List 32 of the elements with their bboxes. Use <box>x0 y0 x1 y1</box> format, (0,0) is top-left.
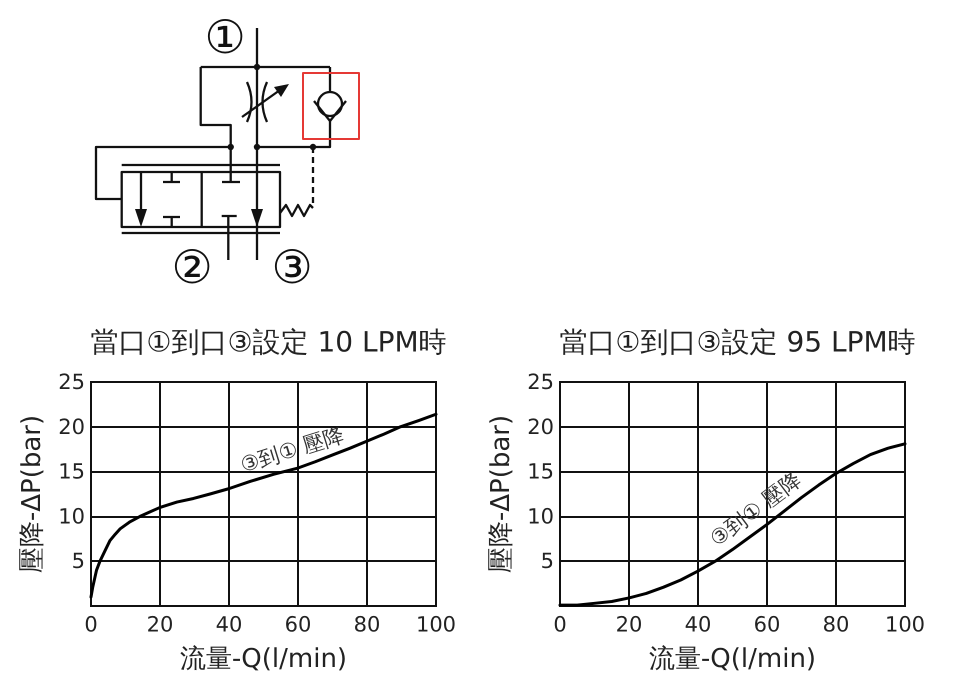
text: ③到① 壓降 <box>238 422 348 478</box>
x-tick-label: 20 <box>616 612 642 636</box>
y-axis-title: 壓降-ΔP(bar) <box>486 414 516 574</box>
y-tick-label: 20 <box>527 414 554 439</box>
x-tick-label: 40 <box>684 612 712 636</box>
y-tick-label: 5 <box>540 549 554 574</box>
line-series <box>558 442 906 607</box>
x-tick-label: 0 <box>84 612 98 636</box>
x-tick-label: 20 <box>146 612 174 636</box>
y-tick-label: 25 <box>527 370 554 394</box>
x-tick-label: 40 <box>216 612 242 636</box>
x-tick-label: 80 <box>354 612 380 636</box>
x-tick-label: 80 <box>822 612 850 636</box>
y-tick-label: 25 <box>58 370 85 394</box>
line-series <box>90 412 438 599</box>
x-tick-label: 60 <box>754 612 780 636</box>
x-tick-label: 100 <box>416 612 456 636</box>
x-tick-label: 100 <box>884 612 926 636</box>
x-axis-title: 流量-Q(l/min) <box>180 644 348 674</box>
y-tick-label: 15 <box>58 460 85 484</box>
y-tick-label: 20 <box>58 414 85 439</box>
text: ③到① 壓降 <box>705 467 806 552</box>
y-axis-title: 壓降-ΔP(bar) <box>17 414 47 574</box>
y-tick-label: 5 <box>72 549 85 574</box>
y-tick-label: 10 <box>58 504 85 528</box>
x-tick-label: 60 <box>284 612 312 636</box>
chart-title: 當口①到口③設定 95 LPM時 <box>559 326 916 358</box>
x-tick-label: 0 <box>553 612 567 636</box>
y-tick-label: 10 <box>527 504 554 528</box>
x-axis-title: 流量-Q(l/min) <box>648 644 816 674</box>
chart-title: 當口①到口③設定 10 LPM時 <box>90 326 447 358</box>
y-tick-label: 15 <box>527 460 554 484</box>
